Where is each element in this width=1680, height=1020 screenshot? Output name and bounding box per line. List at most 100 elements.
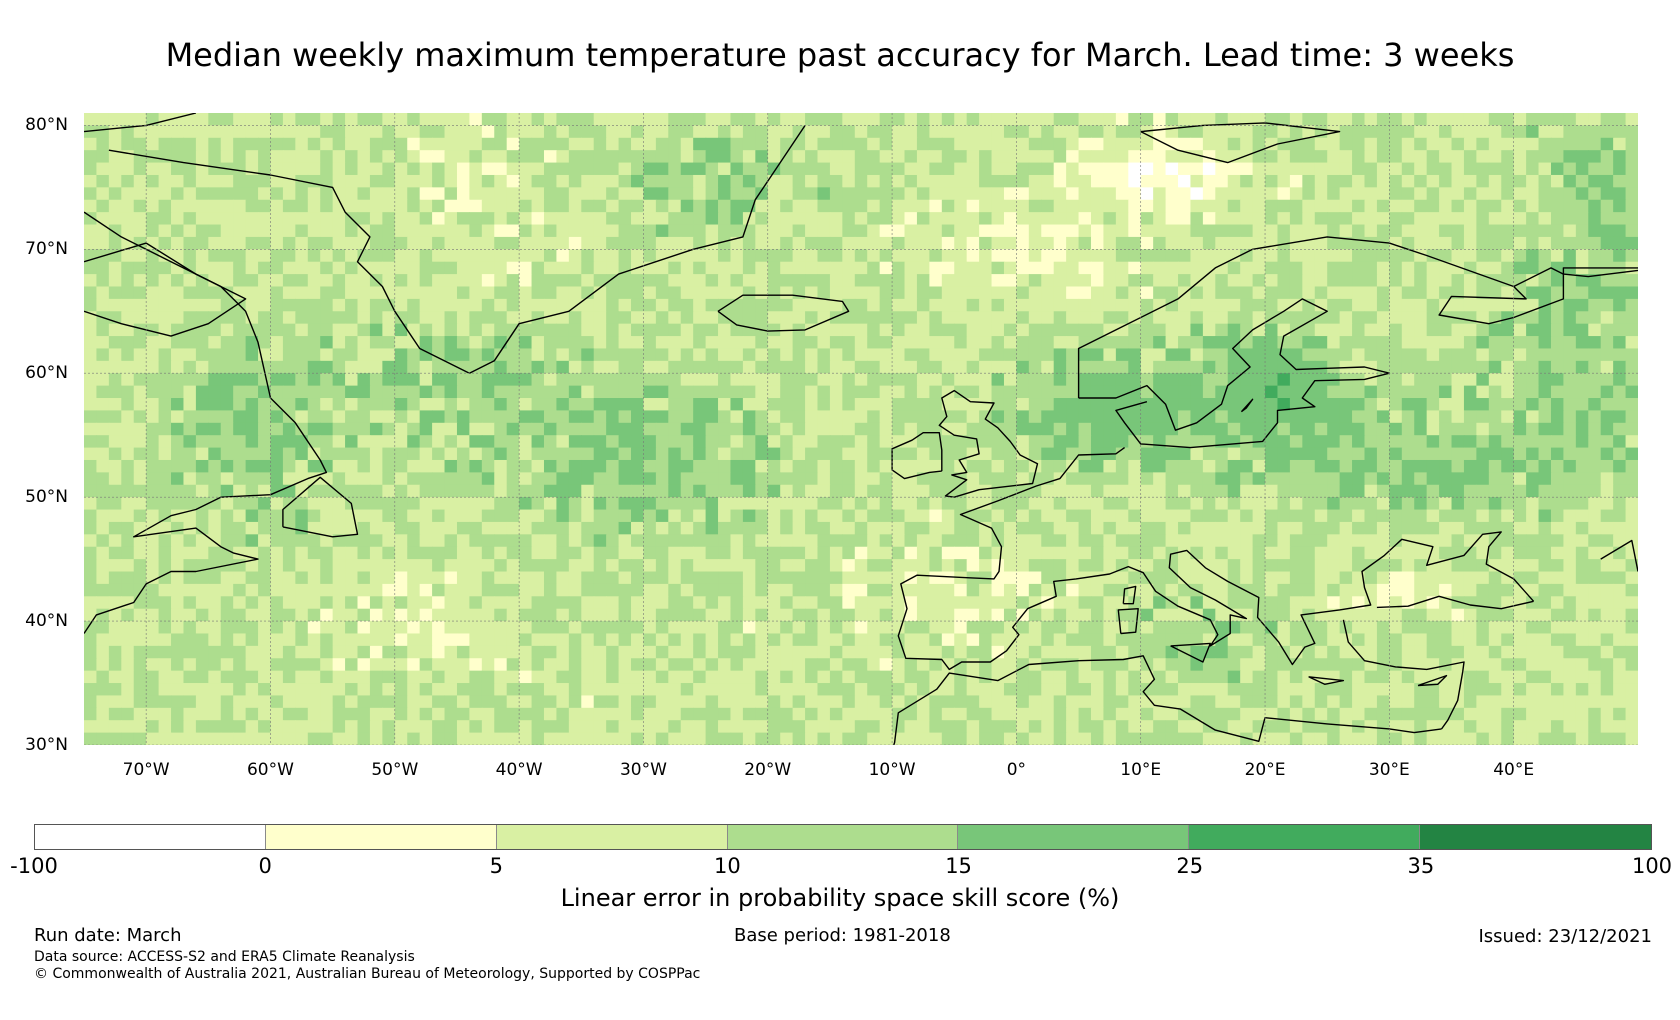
skill-cell xyxy=(394,150,408,164)
skill-cell xyxy=(543,559,558,573)
skill-cell xyxy=(1153,559,1167,573)
skill-cell xyxy=(506,162,520,176)
skill-cell xyxy=(233,261,247,275)
skill-cell xyxy=(1053,435,1067,449)
skill-cell xyxy=(693,472,707,486)
skill-cell xyxy=(432,484,446,498)
skill-cell xyxy=(1178,596,1192,610)
skill-cell xyxy=(345,373,359,387)
skill-cell xyxy=(233,583,247,597)
skill-cell xyxy=(419,261,433,275)
skill-cell xyxy=(108,497,122,511)
skill-cell xyxy=(1053,596,1067,610)
skill-cell xyxy=(258,274,272,288)
skill-cell xyxy=(556,385,570,399)
skill-cell xyxy=(954,286,968,300)
skill-cell xyxy=(1513,224,1527,238)
skill-cell xyxy=(755,422,769,436)
skill-cell xyxy=(1352,224,1366,238)
skill-cell xyxy=(1227,459,1241,473)
skill-cell xyxy=(171,583,185,597)
skill-cell xyxy=(792,274,806,288)
skill-cell xyxy=(556,559,570,573)
skill-cell xyxy=(1103,521,1117,535)
skill-cell xyxy=(606,249,620,263)
skill-cell xyxy=(1140,596,1154,610)
skill-cell xyxy=(1389,583,1403,597)
skill-cell xyxy=(1227,137,1241,151)
skill-cell xyxy=(1463,447,1477,461)
skill-cell xyxy=(295,398,309,412)
skill-cell xyxy=(867,249,881,263)
skill-cell xyxy=(419,162,433,176)
skill-cell xyxy=(1277,137,1291,151)
skill-cell xyxy=(1550,125,1565,139)
skill-cell xyxy=(643,187,657,201)
skill-map[interactable] xyxy=(84,113,1638,745)
skill-cell xyxy=(979,323,993,337)
skill-cell xyxy=(1588,113,1602,126)
skill-cell xyxy=(780,137,794,151)
skill-cell xyxy=(1190,249,1204,263)
skill-cell xyxy=(519,385,533,399)
skill-cell xyxy=(382,274,396,288)
skill-cell xyxy=(158,298,172,312)
skill-cell xyxy=(1227,398,1241,412)
skill-cell xyxy=(1016,286,1030,300)
skill-cell xyxy=(208,521,222,535)
skill-cell xyxy=(1078,422,1092,436)
skill-cell xyxy=(146,174,160,188)
skill-cell xyxy=(1003,199,1017,213)
skill-cell xyxy=(1178,571,1192,585)
skill-cell xyxy=(121,137,135,151)
skill-cell xyxy=(1227,497,1241,511)
skill-cell xyxy=(1190,398,1204,412)
skill-cell xyxy=(991,398,1005,412)
skill-cell xyxy=(1625,559,1638,573)
skill-cell xyxy=(705,348,719,362)
skill-cell xyxy=(1439,385,1453,399)
skill-cell xyxy=(444,323,458,337)
skill-cell xyxy=(655,224,669,238)
skill-cell xyxy=(1028,521,1042,535)
skill-cell xyxy=(1538,212,1552,226)
skill-cell xyxy=(892,596,906,610)
skill-cell xyxy=(680,348,694,362)
skill-cell xyxy=(456,521,470,535)
skill-cell xyxy=(892,212,906,226)
skill-cell xyxy=(730,521,744,535)
skill-cell xyxy=(307,385,321,399)
skill-cell xyxy=(643,497,657,511)
skill-cell xyxy=(432,261,446,275)
skill-cell xyxy=(1575,459,1589,473)
skill-cell xyxy=(954,249,968,263)
skill-cell xyxy=(1078,546,1092,560)
skill-cell xyxy=(233,385,247,399)
skill-cell xyxy=(295,385,309,399)
skill-cell xyxy=(270,199,284,213)
skill-cell xyxy=(718,422,732,436)
skill-cell xyxy=(295,224,309,238)
skill-cell xyxy=(1277,249,1291,263)
skill-cell xyxy=(606,373,620,387)
skill-cell xyxy=(581,212,595,226)
skill-cell xyxy=(158,534,172,548)
skill-cell xyxy=(966,137,980,151)
skill-cell xyxy=(295,125,309,139)
skill-cell xyxy=(941,583,955,597)
skill-cell xyxy=(146,286,160,300)
skill-cell xyxy=(258,174,272,188)
skill-cell xyxy=(556,323,570,337)
skill-cell xyxy=(693,298,707,312)
skill-cell xyxy=(1538,422,1552,436)
skill-cell xyxy=(755,521,769,535)
skill-cell xyxy=(655,472,669,486)
skill-cell xyxy=(183,274,197,288)
skill-cell xyxy=(1227,298,1241,312)
skill-cell xyxy=(1103,137,1117,151)
skill-cell xyxy=(1439,236,1453,250)
skill-cell xyxy=(730,311,744,325)
skill-cell xyxy=(133,249,147,263)
skill-cell xyxy=(631,546,645,560)
skill-cell xyxy=(842,459,856,473)
